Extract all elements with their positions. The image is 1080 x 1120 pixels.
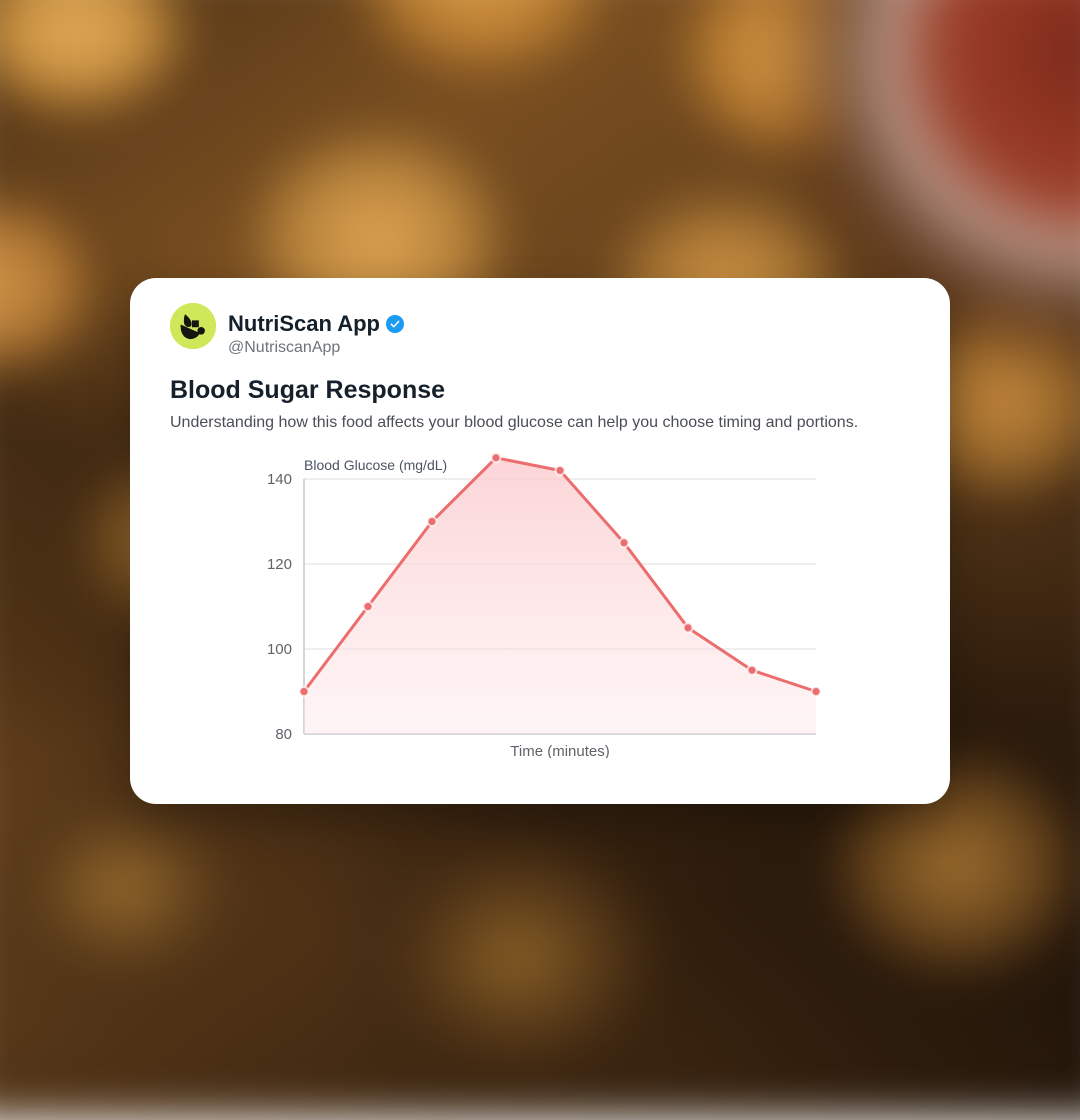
svg-text:100: 100 — [267, 641, 292, 658]
svg-text:Time (minutes): Time (minutes) — [510, 743, 609, 758]
svg-text:120: 120 — [267, 556, 292, 573]
svg-text:Blood Glucose (mg/dL): Blood Glucose (mg/dL) — [304, 457, 447, 473]
svg-text:80: 80 — [275, 726, 292, 743]
svg-text:140: 140 — [267, 471, 292, 488]
